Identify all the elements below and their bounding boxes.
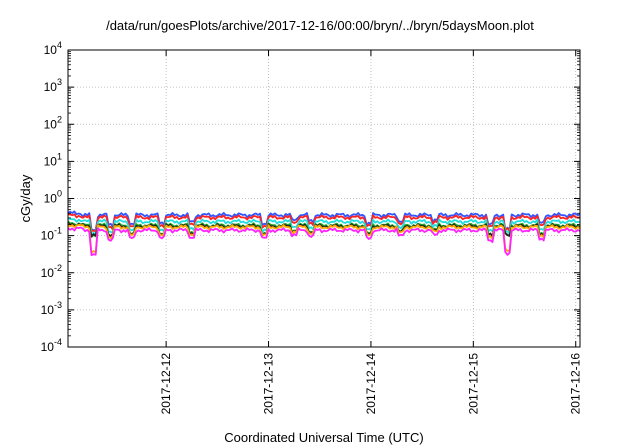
x-tick-label: 2017-12-12 [159, 353, 173, 415]
chart-title: /data/run/goesPlots/archive/2017-12-16/0… [106, 18, 534, 33]
y-tick-label: 10-3 [41, 300, 62, 317]
y-tick-label: 100 [44, 189, 62, 206]
x-tick-label: 2017-12-13 [262, 353, 276, 415]
series-line [68, 213, 581, 233]
y-tick-label: 103 [44, 77, 62, 94]
series-line [67, 226, 581, 257]
series-line [67, 223, 581, 254]
y-axis-label: cGy/day [18, 174, 33, 222]
y-tick-label: 101 [44, 151, 62, 168]
ticks-layer: 10-4 10-3 10-2 10-1 100 101 102 103 104 2017-12-1… [41, 40, 583, 414]
y-tick-label: 10-1 [41, 226, 62, 243]
x-tick-label: 2017-12-15 [466, 353, 480, 415]
x-tick-label: 2017-12-14 [364, 353, 378, 415]
series-line [67, 210, 581, 232]
y-tick-label: 10-2 [41, 263, 62, 280]
y-tick-label: 102 [44, 114, 62, 131]
x-tick-label: 2017-12-16 [569, 353, 583, 415]
y-tick-label: 10-4 [41, 337, 62, 354]
grid-layer [68, 50, 580, 347]
y-tick-label: 104 [44, 40, 62, 57]
x-axis-label: Coordinated Universal Time (UTC) [224, 430, 423, 445]
series-line [67, 217, 581, 236]
series-layer [67, 210, 581, 257]
